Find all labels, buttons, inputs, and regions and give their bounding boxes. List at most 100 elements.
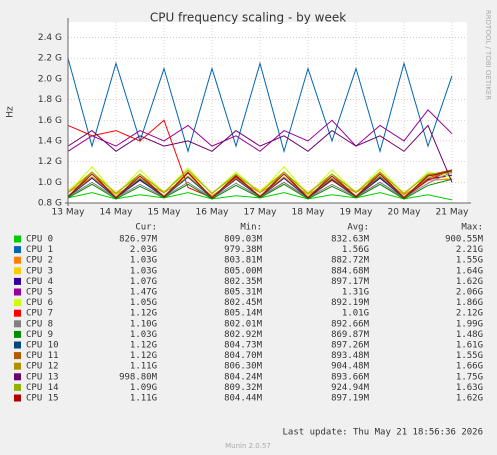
legend-swatch — [14, 394, 21, 402]
legend-max: 1.61G — [456, 341, 483, 351]
series-line — [67, 124, 453, 183]
side-text: RRDTOOL / TOBI OETIKER — [484, 10, 492, 100]
legend-max: 1.99G — [456, 319, 483, 329]
legend-name: CPU 10 — [26, 341, 59, 351]
legend-cur: 1.11G — [130, 394, 157, 404]
legend-cur: 1.03G — [130, 256, 157, 266]
y-tick-label: 2.0 G — [38, 74, 62, 84]
legend-max: 2.06G — [456, 288, 483, 298]
y-tick-label: 1.6 G — [38, 116, 62, 126]
legend-min: 802.45M — [224, 298, 263, 308]
legend-cur: 1.05G — [130, 298, 157, 308]
series-line — [67, 109, 453, 152]
series-line — [67, 58, 453, 154]
legend-max: 1.63G — [456, 383, 483, 393]
legend-swatch — [14, 235, 21, 243]
legend-cur: 1.12G — [130, 309, 157, 319]
legend-min: 805.00M — [224, 266, 263, 276]
legend-name: CPU 7 — [26, 309, 53, 319]
legend-swatch — [14, 341, 21, 349]
legend-header: Cur: — [135, 223, 157, 233]
legend-name: CPU 13 — [26, 372, 59, 382]
legend-name: CPU 15 — [26, 394, 59, 404]
legend-avg: 869.87M — [331, 330, 370, 340]
legend-swatch — [14, 362, 21, 370]
legend-name: CPU 4 — [26, 277, 53, 287]
legend-header: Avg: — [347, 223, 369, 233]
legend-swatch — [14, 320, 21, 328]
legend-swatch — [14, 309, 21, 317]
legend-max: 900.55M — [445, 235, 484, 245]
legend-cur: 1.10G — [130, 319, 157, 329]
legend-min: 804.24M — [224, 372, 263, 382]
legend-avg: 893.48M — [331, 351, 370, 361]
legend-cur: 1.07G — [130, 277, 157, 287]
legend-name: CPU 8 — [26, 319, 53, 329]
chart-title: CPU frequency scaling - by week — [150, 11, 346, 25]
x-tick-label: 13 May — [52, 208, 86, 218]
x-tick-label: 19 May — [340, 208, 374, 218]
legend-min: 804.44M — [224, 394, 263, 404]
legend-max: 1.62G — [456, 394, 483, 404]
y-tick-label: 2.4 G — [38, 33, 62, 43]
legend-header: Min: — [240, 223, 262, 233]
legend-swatch — [14, 299, 21, 307]
legend-avg: 897.19M — [331, 394, 370, 404]
legend-swatch — [14, 246, 21, 254]
y-tick-label: 0.8 G — [38, 199, 62, 209]
legend-avg: 893.66M — [331, 372, 370, 382]
legend-header: Max: — [461, 223, 483, 233]
legend-swatch — [14, 383, 21, 391]
legend-name: CPU 5 — [26, 288, 53, 298]
legend-avg: 897.26M — [331, 341, 370, 351]
legend-avg: 882.72M — [331, 256, 370, 266]
legend-avg: 897.17M — [331, 277, 370, 287]
series-line — [67, 178, 453, 200]
plot-area — [68, 22, 467, 203]
legend-name: CPU 11 — [26, 351, 59, 361]
legend-name: CPU 0 — [26, 235, 53, 245]
legend-min: 979.38M — [224, 245, 263, 255]
legend-swatch — [14, 330, 21, 338]
legend-max: 1.48G — [456, 330, 483, 340]
legend-min: 802.35M — [224, 277, 263, 287]
legend-cur: 826.97M — [119, 235, 158, 245]
legend-swatch — [14, 267, 21, 275]
legend-min: 805.14M — [224, 309, 263, 319]
legend-swatch — [14, 352, 21, 360]
last-update: Last update: Thu May 21 18:56:36 2026 — [283, 428, 483, 438]
legend-avg: 1.01G — [342, 309, 369, 319]
legend-max: 1.55G — [456, 351, 483, 361]
legend-max: 1.64G — [456, 266, 483, 276]
legend-min: 803.81M — [224, 256, 263, 266]
y-tick-label: 1.8 G — [38, 95, 62, 105]
legend-min: 805.31M — [224, 288, 263, 298]
legend-min: 806.30M — [224, 362, 263, 372]
x-tick-label: 16 May — [196, 208, 230, 218]
legend-cur: 1.11G — [130, 362, 157, 372]
legend-cur: 1.09G — [130, 383, 157, 393]
legend-swatch — [14, 277, 21, 285]
legend-swatch — [14, 373, 21, 381]
legend-max: 2.21G — [456, 245, 483, 255]
legend-swatch — [14, 256, 21, 264]
legend-cur: 1.47G — [130, 288, 157, 298]
legend-avg: 904.48M — [331, 362, 370, 372]
legend-avg: 832.63M — [331, 235, 370, 245]
x-tick-label: 15 May — [148, 208, 182, 218]
legend-avg: 924.94M — [331, 383, 370, 393]
legend-max: 1.86G — [456, 298, 483, 308]
legend-name: CPU 6 — [26, 298, 53, 308]
y-tick-label: 1.4 G — [38, 136, 62, 146]
legend-cur: 1.12G — [130, 341, 157, 351]
legend-avg: 1.31G — [342, 288, 369, 298]
legend-max: 1.62G — [456, 277, 483, 287]
x-tick-label: 21 May — [436, 208, 470, 218]
legend-max: 1.55G — [456, 256, 483, 266]
legend-max: 1.75G — [456, 372, 483, 382]
legend-name: CPU 2 — [26, 256, 53, 266]
x-tick-label: 18 May — [292, 208, 326, 218]
legend-name: CPU 14 — [26, 383, 59, 393]
x-tick-label: 14 May — [100, 208, 134, 218]
legend-min: 802.01M — [224, 319, 263, 329]
